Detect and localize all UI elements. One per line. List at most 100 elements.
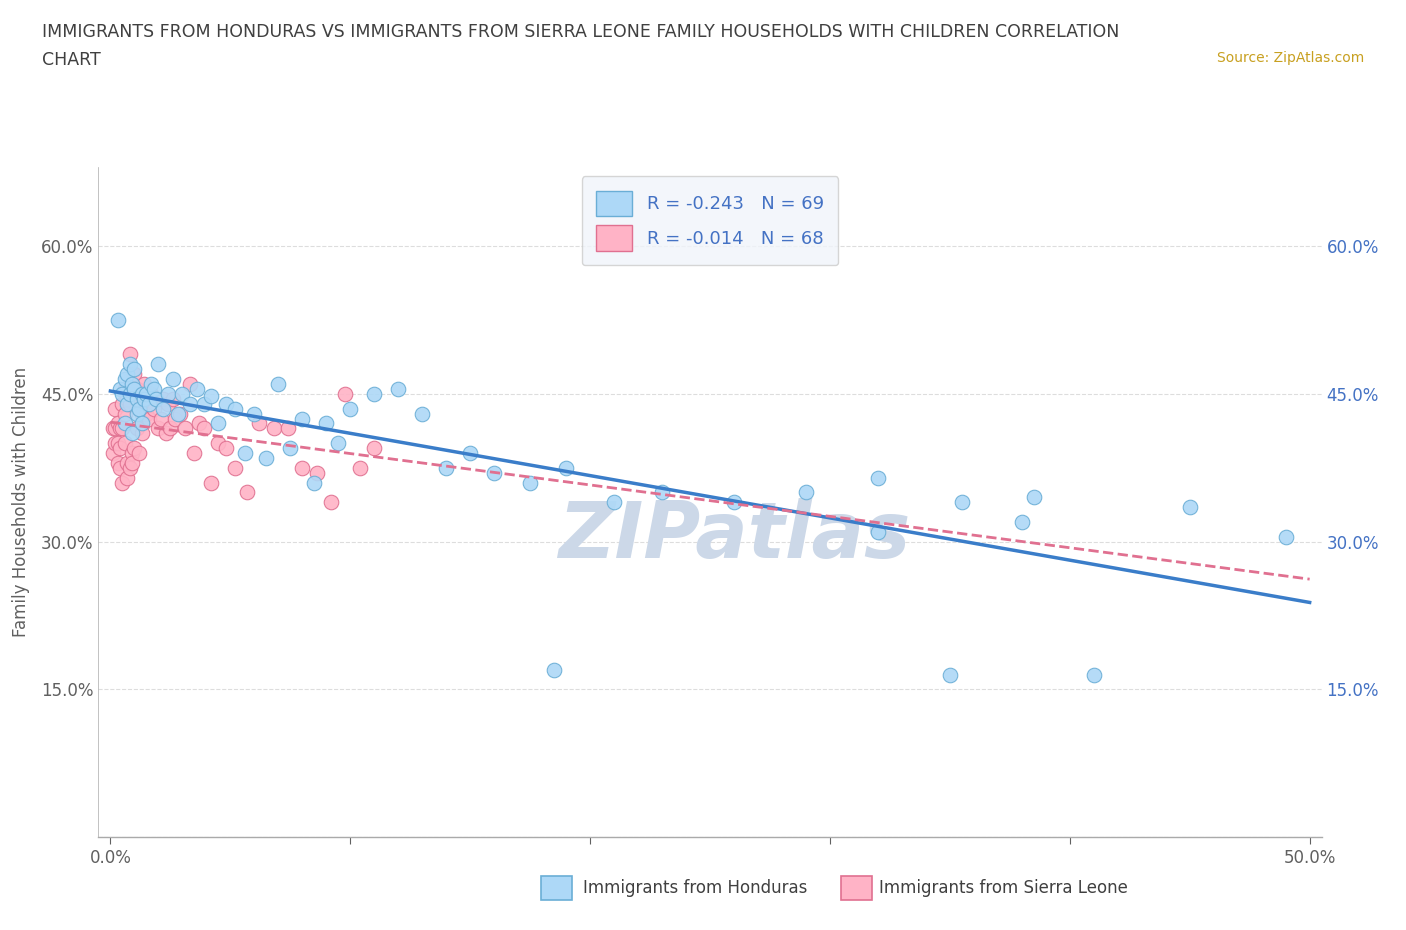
Point (108, 460, 131, 475)
Point (950, 495, 973, 510)
Text: Immigrants from Honduras: Immigrants from Honduras (583, 879, 808, 897)
Point (128, 401, 150, 416)
Point (115, 396, 138, 411)
Point (114, 435, 136, 450)
Point (169, 406, 191, 421)
Point (1178, 499, 1201, 514)
Point (148, 357, 170, 372)
Point (193, 421, 215, 436)
Point (152, 401, 174, 416)
Point (193, 396, 215, 411)
Point (118, 357, 141, 372)
Point (142, 381, 165, 396)
Text: ZIPatlas: ZIPatlas (558, 498, 911, 574)
Point (111, 421, 134, 436)
Point (118, 387, 141, 402)
Point (131, 416, 153, 431)
Point (108, 381, 131, 396)
Point (111, 475, 134, 490)
Point (115, 456, 138, 471)
Point (214, 396, 236, 411)
Text: Source: ZipAtlas.com: Source: ZipAtlas.com (1216, 51, 1364, 65)
Point (141, 377, 163, 392)
Point (135, 406, 157, 421)
Point (1011, 514, 1033, 529)
Point (363, 387, 385, 402)
Point (207, 435, 229, 450)
Point (315, 416, 337, 431)
FancyBboxPatch shape (841, 876, 872, 900)
Point (866, 471, 889, 485)
Point (145, 392, 167, 406)
Point (159, 421, 181, 436)
Point (104, 401, 127, 416)
Point (124, 441, 146, 456)
Point (339, 401, 361, 416)
Point (125, 421, 148, 436)
Point (165, 411, 187, 426)
Point (179, 396, 201, 411)
Point (111, 396, 134, 411)
Point (200, 389, 222, 404)
Point (291, 460, 314, 475)
Point (125, 406, 148, 421)
Point (128, 445, 150, 460)
Point (141, 387, 163, 402)
Point (152, 392, 174, 406)
Point (335, 387, 357, 402)
Point (162, 372, 184, 387)
Point (131, 387, 153, 402)
Point (121, 377, 143, 392)
Point (121, 426, 143, 441)
Point (1274, 529, 1296, 544)
Point (267, 377, 290, 392)
Point (121, 377, 143, 392)
Point (434, 460, 457, 475)
Point (200, 475, 222, 490)
Point (149, 411, 172, 426)
Text: IMMIGRANTS FROM HONDURAS VS IMMIGRANTS FROM SIERRA LEONE FAMILY HOUSEHOLDS WITH : IMMIGRANTS FROM HONDURAS VS IMMIGRANTS F… (42, 23, 1119, 41)
Point (125, 381, 148, 396)
Point (142, 401, 165, 416)
Point (108, 441, 131, 456)
Point (254, 450, 277, 465)
Point (108, 421, 131, 436)
Point (104, 421, 127, 436)
Point (794, 485, 817, 499)
Point (124, 381, 146, 396)
Point (118, 396, 141, 411)
Point (115, 471, 138, 485)
Point (118, 347, 141, 362)
Point (115, 392, 138, 406)
Point (107, 456, 129, 471)
Point (138, 411, 160, 426)
Point (277, 421, 299, 436)
Point (278, 441, 301, 456)
Point (124, 362, 146, 377)
Point (131, 426, 153, 441)
Point (125, 392, 148, 406)
Point (214, 441, 236, 456)
Point (233, 445, 256, 460)
Point (179, 377, 201, 392)
Point (115, 366, 138, 381)
Point (107, 435, 129, 450)
Point (145, 392, 167, 406)
Point (124, 366, 146, 381)
Point (101, 445, 124, 460)
Point (305, 465, 328, 480)
Point (224, 401, 246, 416)
Point (111, 387, 134, 402)
Point (138, 396, 160, 411)
Point (156, 387, 179, 402)
Point (172, 387, 194, 402)
Point (723, 495, 745, 510)
Point (236, 485, 259, 499)
Point (263, 421, 285, 436)
Point (1083, 667, 1105, 682)
Point (603, 495, 626, 510)
Point (1022, 490, 1045, 505)
Point (411, 406, 433, 421)
Point (555, 460, 578, 475)
Point (128, 401, 150, 416)
